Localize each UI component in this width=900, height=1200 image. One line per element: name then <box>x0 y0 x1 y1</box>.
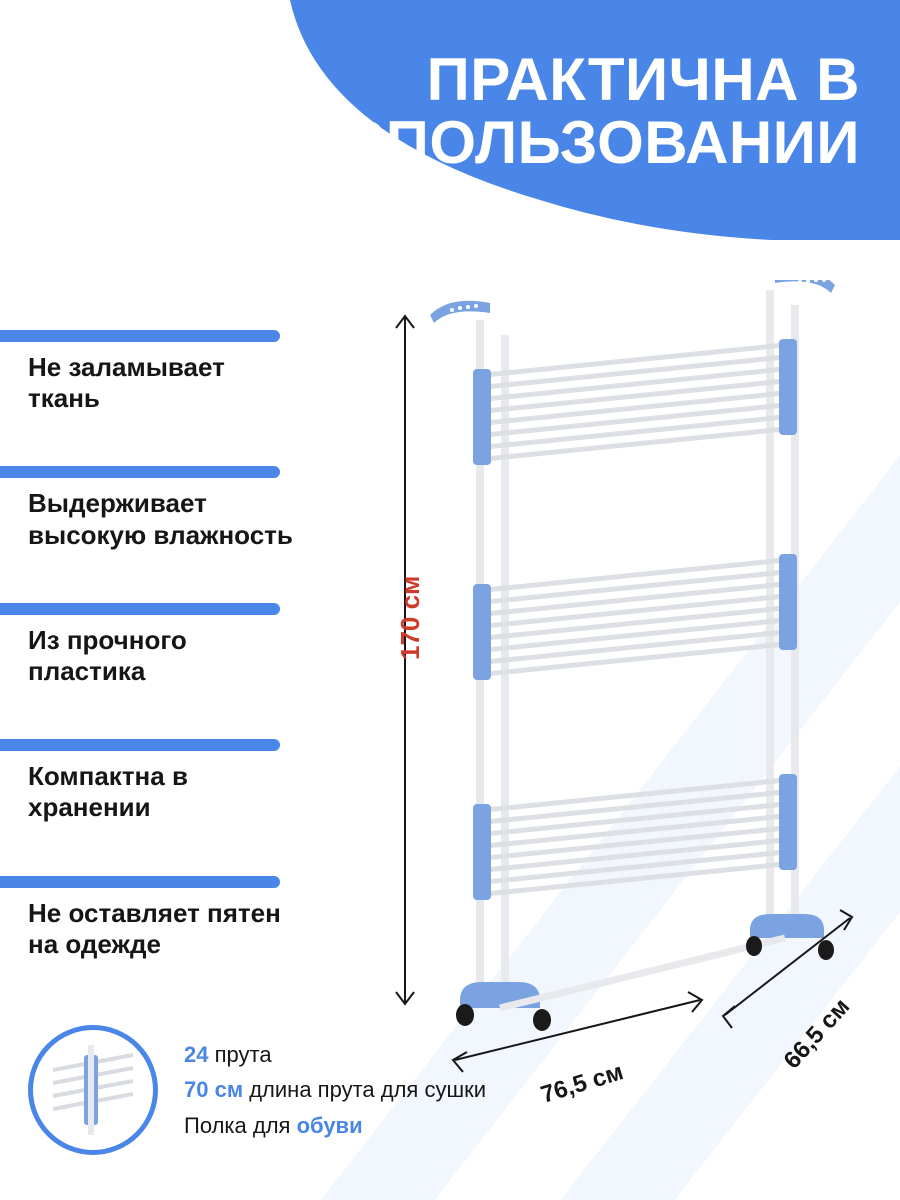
feature-bar <box>0 466 280 478</box>
feature-text: Не оставляет пятен на одежде <box>0 898 300 960</box>
feature-list: Не заламывает ткань Выдерживает высокую … <box>0 330 300 1012</box>
feature-text: Выдерживает высокую влажность <box>0 488 300 550</box>
spec-rods: 24 прута <box>184 1041 486 1069</box>
spec-rod-length: 70 см длина прута для сушки <box>184 1076 486 1104</box>
spec-rods-count: 24 <box>184 1042 208 1067</box>
feature-item: Не оставляет пятен на одежде <box>0 876 300 960</box>
detail-thumbnail-icon <box>38 1035 148 1145</box>
feature-bar <box>0 739 280 751</box>
feature-bar <box>0 330 280 342</box>
feature-text: Компактна в хранении <box>0 761 300 823</box>
page-title: ПРАКТИЧНА В ИСПОЛЬЗОВАНИИ <box>220 48 860 174</box>
feature-item: Выдерживает высокую влажность <box>0 466 300 550</box>
spec-shelf-item: обуви <box>297 1113 363 1138</box>
feature-item: Не заламывает ткань <box>0 330 300 414</box>
detail-thumbnail <box>28 1025 158 1155</box>
title-line-2: ИСПОЛЬЗОВАНИИ <box>298 109 860 176</box>
feature-text: Не заламывает ткань <box>0 352 300 414</box>
spec-lines: 24 прута 70 см длина прута для сушки Пол… <box>184 1041 486 1140</box>
feature-bar <box>0 603 280 615</box>
product-illustration <box>330 280 890 1080</box>
spec-shelf: Полка для обуви <box>184 1112 486 1140</box>
spec-rod-length-value: 70 см <box>184 1077 243 1102</box>
feature-text: Из прочного пластика <box>0 625 300 687</box>
title-line-1: ПРАКТИЧНА В <box>427 46 860 113</box>
feature-bar <box>0 876 280 888</box>
spec-rods-label: прута <box>215 1042 272 1067</box>
feature-item: Из прочного пластика <box>0 603 300 687</box>
product-area: 170 см <box>330 280 890 1080</box>
bottom-specs: 24 прута 70 см длина прута для сушки Пол… <box>28 1025 486 1155</box>
spec-rod-length-label: длина прута для сушки <box>249 1077 486 1102</box>
feature-item: Компактна в хранении <box>0 739 300 823</box>
spec-shelf-prefix: Полка для <box>184 1113 290 1138</box>
